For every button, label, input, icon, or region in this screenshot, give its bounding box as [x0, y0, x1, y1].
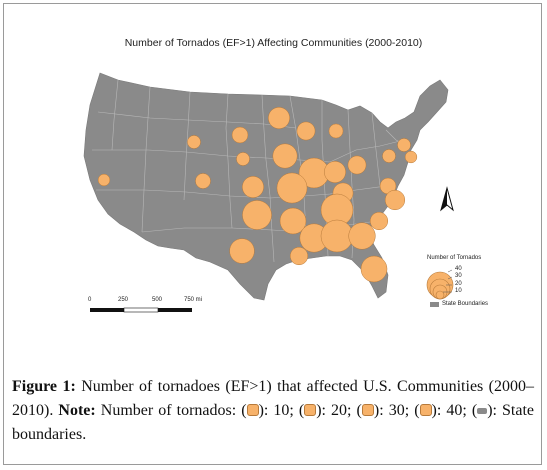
tornado-circle-mi: [328, 123, 344, 139]
scale-bar: [90, 307, 192, 313]
figure-label: Figure 1:: [12, 378, 76, 395]
circle-swatch-30: [361, 404, 374, 416]
tornado-circle-mn-north: [268, 107, 290, 129]
scale-label-250: 250: [118, 297, 129, 303]
legend-state-swatch: [430, 302, 439, 307]
tornado-circle-sc: [369, 211, 389, 231]
tornado-circles: [97, 107, 418, 283]
tornado-circle-ar: [279, 207, 307, 235]
tornado-circle-mt-wy: [187, 135, 201, 149]
legend-label-20: 20: [455, 281, 462, 287]
note-prefix: Number of tornados: (: [95, 402, 247, 419]
note-40: ): 40; (: [431, 402, 478, 419]
tornado-circle-la: [289, 246, 309, 266]
map-title: Number of Tornados (EF>1) Affecting Comm…: [124, 37, 423, 49]
tornado-circle-fl: [360, 255, 388, 283]
tornado-circle-ga: [348, 222, 376, 250]
scale-label-0: 0: [88, 297, 92, 303]
tornado-circle-sd-east: [231, 126, 249, 144]
tornado-circle-wi: [296, 121, 316, 141]
circle-swatch-20: [304, 404, 317, 416]
tornado-circle-in: [324, 161, 346, 183]
tornado-circle-ia: [272, 143, 298, 169]
legend-label-40: 40: [455, 266, 462, 272]
note-label: Note:: [58, 402, 96, 419]
note-20: ): 20; (: [316, 402, 362, 419]
tornado-circle-ok: [242, 200, 272, 230]
tornado-circle-al: [320, 219, 354, 253]
note-10: ): 10; (: [258, 402, 305, 419]
legend-state-label: State Boundaries: [442, 301, 489, 307]
legend-label-30: 30: [455, 273, 462, 279]
scale-label-500: 500: [152, 297, 163, 303]
tornado-circle-pa: [382, 149, 396, 163]
tornado-circle-ne-north: [236, 152, 250, 166]
scale-label-750: 750 mi: [184, 297, 203, 303]
north-arrow-icon: [440, 186, 454, 212]
tornado-circle-mo: [276, 172, 308, 204]
legend-size-circles: [426, 269, 454, 300]
tornado-circle-ca: [97, 173, 111, 187]
legend-title: Number of Tornados: [427, 255, 482, 261]
tornado-circle-tx: [229, 238, 255, 264]
tornado-circle-nc: [384, 189, 406, 211]
caption-text: Number of tornadoes (EF>1) that affected…: [12, 378, 535, 419]
note-30: ): 30; (: [373, 402, 420, 419]
tornado-circle-ny: [397, 138, 411, 152]
tornado-circle-oh: [347, 155, 367, 175]
note-state: ): State boundaries.: [12, 402, 535, 443]
circle-swatch-10: [246, 404, 259, 416]
figure-frame: [3, 3, 542, 465]
tornado-circle-nj: [404, 150, 418, 164]
circle-swatch-40: [419, 404, 432, 416]
tornado-circle-co: [195, 173, 211, 189]
legend-label-10: 10: [455, 288, 462, 294]
figure-caption: Figure 1: Number of tornadoes (EF>1) tha…: [12, 375, 534, 447]
tornado-circle-ks: [242, 176, 264, 198]
state-swatch: [477, 408, 488, 414]
